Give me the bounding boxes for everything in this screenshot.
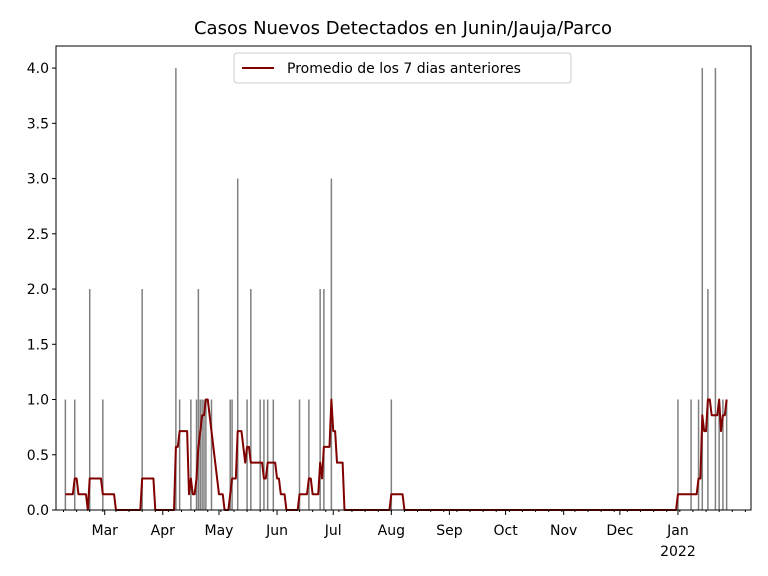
y-tick-label: 0.0 xyxy=(27,503,49,519)
x-tick-label: Aug xyxy=(378,523,405,539)
x-axis: Mar Apr May Jun Jul Aug Sep Oct Nov Dec Jan 2022 xyxy=(62,510,746,560)
bar xyxy=(236,178,239,510)
bar xyxy=(266,399,269,510)
bar xyxy=(259,399,261,510)
legend: Promedio de los 7 dias anteriores xyxy=(233,52,572,84)
y-axis: 0.0 0.5 1.0 1.5 2.0 2.5 3.0 3.5 4.0 xyxy=(27,61,56,519)
bar xyxy=(263,399,265,510)
bar xyxy=(197,289,200,510)
bar xyxy=(102,399,104,510)
x-tick-label: Apr xyxy=(151,523,175,539)
bar xyxy=(190,399,192,510)
y-tick-label: 4.0 xyxy=(27,61,49,77)
bar xyxy=(319,289,321,510)
y-tick-label: 3.5 xyxy=(27,116,49,132)
bar xyxy=(298,399,301,510)
plot-frame xyxy=(55,45,752,511)
y-tick-label: 3.0 xyxy=(27,172,49,188)
y-tick-label: 2.5 xyxy=(27,227,49,243)
bar xyxy=(718,399,720,510)
x-tick-label: Oct xyxy=(493,523,518,539)
line-series-rolling-mean xyxy=(65,398,728,511)
bar xyxy=(141,289,143,510)
x-tick-label: Nov xyxy=(550,523,577,539)
bar xyxy=(203,399,205,510)
bar xyxy=(330,178,333,510)
bar xyxy=(229,399,231,510)
bar xyxy=(725,399,728,510)
bar xyxy=(701,68,704,510)
x-tick-sublabel: 2022 xyxy=(660,544,696,560)
y-tick-label: 1.5 xyxy=(27,337,49,353)
bar xyxy=(231,399,233,510)
y-tick-label: 2.0 xyxy=(27,282,49,298)
line-layer xyxy=(65,398,728,511)
bar xyxy=(323,289,325,510)
bars-layer xyxy=(64,68,728,510)
bar xyxy=(201,399,203,510)
x-tick-label: Dec xyxy=(606,523,633,539)
bar xyxy=(722,399,724,510)
bar xyxy=(210,399,213,510)
bar xyxy=(175,68,177,510)
x-tick-label: Sep xyxy=(436,523,463,539)
bar xyxy=(677,399,679,510)
chart-title: Casos Nuevos Detectados en Junin/Jauja/P… xyxy=(194,18,612,39)
bar xyxy=(308,399,310,510)
x-tick-label: May xyxy=(205,523,234,539)
legend-label: Promedio de los 7 dias anteriores xyxy=(287,61,521,77)
bar xyxy=(195,399,198,510)
legend-box xyxy=(233,52,572,84)
bar xyxy=(199,399,201,510)
bar xyxy=(178,399,181,510)
bar xyxy=(390,399,393,510)
x-tick-label: Jul xyxy=(324,523,342,539)
bar xyxy=(272,399,275,510)
y-tick-label: 0.5 xyxy=(27,448,49,464)
bar xyxy=(205,399,207,510)
bar xyxy=(697,399,700,510)
y-tick-label: 1.0 xyxy=(27,393,49,409)
x-tick-label: Jun xyxy=(265,523,288,539)
x-tick-label: Mar xyxy=(91,523,118,539)
bar xyxy=(64,399,67,510)
bar xyxy=(73,399,76,510)
x-tick-label: Jan xyxy=(666,523,689,539)
bar xyxy=(714,68,717,510)
bar xyxy=(690,399,692,510)
bar xyxy=(250,289,252,510)
bar xyxy=(88,289,91,510)
